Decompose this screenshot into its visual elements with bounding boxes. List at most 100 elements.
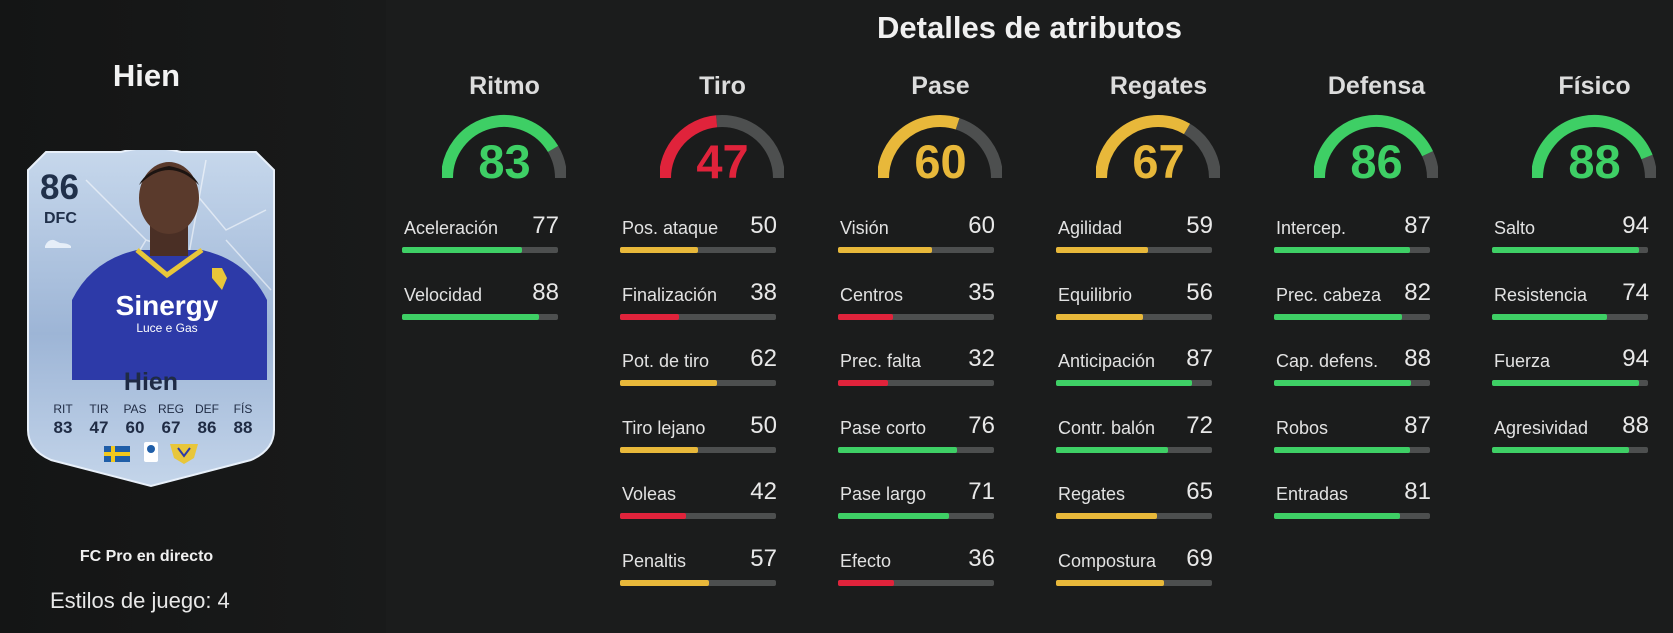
stat-name: Anticipación [1058, 351, 1156, 371]
stat-name: Entradas [1276, 484, 1349, 504]
stat-value: 38 [750, 278, 777, 306]
gauge-arc [660, 115, 784, 179]
stat-bar-fill [838, 579, 895, 586]
stat-row[interactable]: Salto 94 [1492, 208, 1673, 275]
stat-row[interactable]: Compostura 69 [1056, 541, 1261, 608]
gauge-fill [1096, 115, 1191, 179]
stat-name: Efecto [840, 550, 892, 571]
stat-row[interactable]: Equilibrio 56 [1056, 275, 1261, 342]
mini-stat-abbr: FÍS [233, 402, 253, 416]
gauge-arc [1314, 115, 1438, 179]
stat-bar [1492, 446, 1648, 453]
stat-bar [1274, 247, 1430, 253]
stat-row[interactable]: Regates 65 [1056, 474, 1261, 541]
stat-row[interactable]: Entradas 81 [1274, 474, 1479, 541]
stat-name: Resistencia [1494, 284, 1588, 305]
stat-bar [838, 579, 994, 586]
stat-bar [1492, 380, 1648, 386]
stat-value: 87 [1186, 345, 1213, 372]
stat-row[interactable]: Penaltis 57 [620, 541, 825, 608]
category-regates[interactable]: Regates 67 Agilidad 59 Equilibrio 56 Anticipac… [1056, 72, 1261, 607]
stat-row[interactable]: Fuerza 94 [1492, 341, 1673, 408]
category-value: 67 [1132, 135, 1185, 188]
stat-list: Agilidad 59 Equilibrio 56 Anticipación 87 Cont… [1056, 208, 1261, 607]
category-físico[interactable]: Físico 88 Salto 94 Resistencia 74 Fuerza 94 Agre… [1492, 72, 1673, 474]
mini-stat-value: 83 [53, 418, 73, 437]
stat-name: Salto [1494, 218, 1536, 238]
stat-row[interactable]: Pot. de tiro 62 [620, 341, 825, 408]
stat-bar-fill [838, 247, 932, 253]
stat-row[interactable]: Anticipación 87 [1056, 341, 1261, 408]
stat-row[interactable]: Voleas 42 [620, 474, 825, 541]
stat-row[interactable]: Visión 60 [838, 208, 1043, 275]
mini-stat-abbr: RIT [53, 402, 73, 416]
stat-bar [1274, 313, 1430, 320]
stat-value: 57 [750, 544, 777, 572]
stat-bar-fill [402, 247, 523, 253]
category-gauge: 60 [838, 112, 1043, 190]
stat-row[interactable]: Agresividad 88 [1492, 408, 1673, 475]
stat-row[interactable]: Prec. falta 32 [838, 341, 1043, 408]
mini-stat-value: 60 [125, 418, 145, 437]
stat-value: 72 [1186, 411, 1213, 439]
stat-value: 76 [968, 411, 995, 439]
stat-bar [1056, 380, 1212, 386]
card-mini-stat: REG 67 [156, 402, 186, 438]
mini-stat-abbr: DEF [195, 402, 219, 416]
stat-value: 74 [1622, 278, 1649, 306]
card-mini-stat: PAS 60 [120, 402, 150, 438]
stat-row[interactable]: Pase largo 71 [838, 474, 1043, 541]
stat-bar-fill [1056, 513, 1158, 519]
stat-row[interactable]: Centros 35 [838, 275, 1043, 342]
stat-bar-fill [620, 380, 717, 386]
stat-bar-fill [620, 446, 698, 453]
playstyles-label: Estilos de juego: [50, 588, 212, 613]
gauge-track [1183, 123, 1220, 179]
player-name: Hien [112, 58, 181, 93]
stat-bar [1274, 380, 1430, 386]
mini-stat-abbr: TIR [89, 402, 109, 416]
stat-row[interactable]: Robos 87 [1274, 408, 1479, 475]
gauge-track [716, 115, 784, 179]
stat-row[interactable]: Contr. balón 72 [1056, 408, 1261, 475]
stat-value: 88 [1404, 345, 1431, 372]
stat-value: 87 [1404, 411, 1431, 439]
stat-bar [1056, 513, 1212, 519]
playstyles-count[interactable]: Estilos de juego: 4 [50, 588, 236, 614]
category-tiro[interactable]: Tiro 47 Pos. ataque 50 Finalización 38 Pot. de… [620, 72, 825, 607]
category-gauge: 83 [402, 112, 607, 190]
stat-bar [620, 513, 776, 519]
stat-bar-fill [620, 513, 686, 519]
stat-row[interactable]: Aceleración 77 [402, 208, 607, 275]
stat-row[interactable]: Cap. defens. 88 [1274, 341, 1479, 408]
stat-row[interactable]: Efecto 36 [838, 541, 1043, 608]
stat-bar-fill [1274, 446, 1410, 453]
stat-row[interactable]: Resistencia 74 [1492, 275, 1673, 342]
stat-bar-fill [620, 313, 680, 320]
sponsor-subtext: Luce e Gas [136, 321, 197, 335]
stat-name: Penaltis [622, 550, 687, 571]
stat-bar [838, 247, 994, 253]
stat-bar-fill [1056, 446, 1169, 453]
stat-row[interactable]: Agilidad 59 [1056, 208, 1261, 275]
stat-row[interactable]: Intercep. 87 [1274, 208, 1479, 275]
category-defensa[interactable]: Defensa 86 Intercep. 87 Prec. cabeza 82 Cap. d… [1274, 72, 1479, 541]
stat-value: 88 [1622, 411, 1649, 439]
mini-stat-abbr: REG [157, 402, 184, 416]
category-pase[interactable]: Pase 60 Visión 60 Centros 35 Prec. falta 32 Pase… [838, 72, 1043, 607]
stat-row[interactable]: Velocidad 88 [402, 275, 607, 342]
stat-row[interactable]: Pase corto 76 [838, 408, 1043, 475]
player-card[interactable]: Sinergy Luce e Gas 86 DFC Hien RIT 83 TIR 4… [26, 150, 276, 488]
card-mini-stat: FÍS 88 [228, 402, 258, 438]
stat-row[interactable]: Pos. ataque 50 [620, 208, 825, 275]
stat-row[interactable]: Finalización 38 [620, 275, 825, 342]
playstyles-value: 4 [217, 588, 230, 613]
player-portrait: Sinergy Luce e Gas [72, 162, 267, 380]
stat-name: Prec. falta [840, 351, 922, 371]
stat-bar [1056, 247, 1212, 253]
stat-row[interactable]: Prec. cabeza 82 [1274, 275, 1479, 342]
stat-row[interactable]: Tiro lejano 50 [620, 408, 825, 475]
category-ritmo[interactable]: Ritmo 83 Aceleración 77 Velocidad 88 [402, 72, 607, 341]
stat-list: Salto 94 Resistencia 74 Fuerza 94 Agresividad 8… [1492, 208, 1673, 474]
stat-value: 60 [968, 212, 995, 239]
